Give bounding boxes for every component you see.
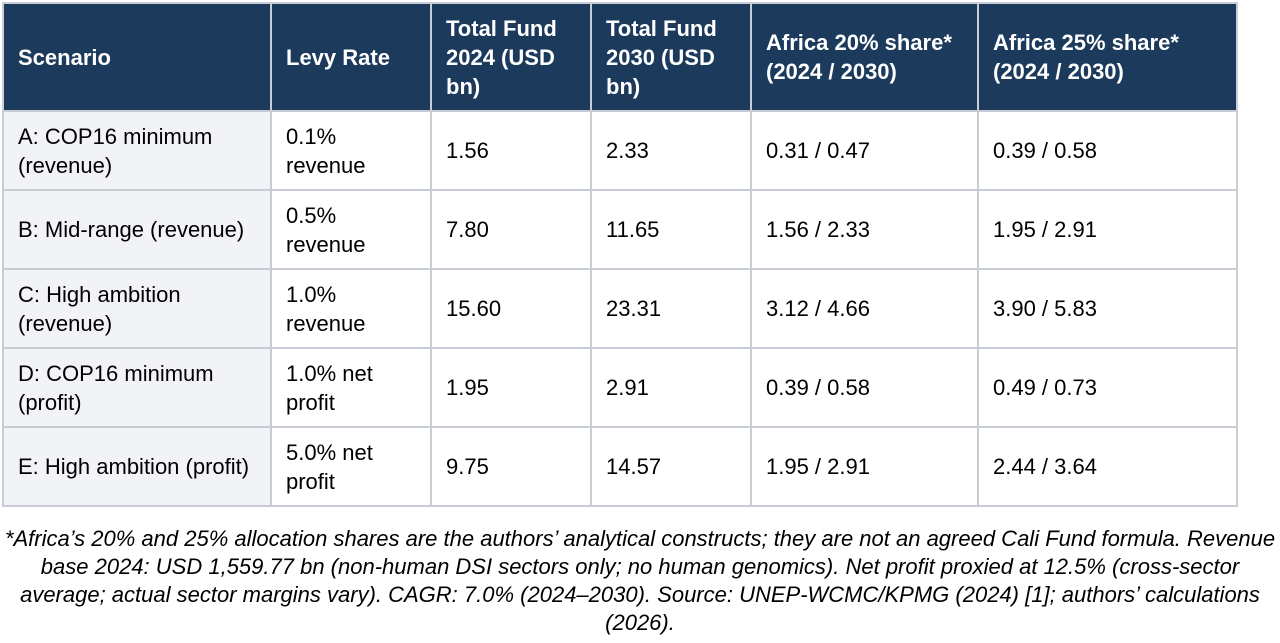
- cell-africa-20-share: 1.56 / 2.33: [750, 189, 979, 270]
- cell-scenario: E: High ambition (profit): [2, 426, 272, 507]
- cell-total-fund-2024: 1.95: [430, 347, 592, 428]
- header-levy-rate: Levy Rate: [270, 2, 432, 112]
- cell-scenario: D: COP16 minimum (profit): [2, 347, 272, 428]
- cell-total-fund-2030: 2.91: [590, 347, 752, 428]
- cell-scenario: A: COP16 minimum (revenue): [2, 110, 272, 191]
- fund-scenarios-table-wrapper: Scenario Levy Rate Total Fund 2024 (USD …: [2, 2, 1238, 507]
- cell-total-fund-2024: 7.80: [430, 189, 592, 270]
- header-africa-25-share: Africa 25% share* (2024 / 2030): [977, 2, 1238, 112]
- cell-total-fund-2030: 11.65: [590, 189, 752, 270]
- header-africa-20-share: Africa 20% share* (2024 / 2030): [750, 2, 979, 112]
- cell-total-fund-2030: 14.57: [590, 426, 752, 507]
- header-total-fund-2024: Total Fund 2024 (USD bn): [430, 2, 592, 112]
- cell-africa-25-share: 0.39 / 0.58: [977, 110, 1238, 191]
- cell-levy-rate: 5.0% net profit: [270, 426, 432, 507]
- cell-africa-25-share: 2.44 / 3.64: [977, 426, 1238, 507]
- header-total-fund-2030: Total Fund 2030 (USD bn): [590, 2, 752, 112]
- table-row: D: COP16 minimum (profit) 1.0% net profi…: [2, 347, 1238, 428]
- cell-africa-20-share: 0.39 / 0.58: [750, 347, 979, 428]
- cell-africa-20-share: 0.31 / 0.47: [750, 110, 979, 191]
- cell-total-fund-2024: 15.60: [430, 268, 592, 349]
- table-header-row: Scenario Levy Rate Total Fund 2024 (USD …: [2, 2, 1238, 112]
- cell-levy-rate: 0.5% revenue: [270, 189, 432, 270]
- cell-scenario: C: High ambition (revenue): [2, 268, 272, 349]
- cell-levy-rate: 1.0% net profit: [270, 347, 432, 428]
- header-scenario: Scenario: [2, 2, 272, 112]
- cell-total-fund-2024: 1.56: [430, 110, 592, 191]
- table-row: E: High ambition (profit) 5.0% net profi…: [2, 426, 1238, 507]
- table-row: B: Mid-range (revenue) 0.5% revenue 7.80…: [2, 189, 1238, 270]
- cell-total-fund-2024: 9.75: [430, 426, 592, 507]
- cell-scenario: B: Mid-range (revenue): [2, 189, 272, 270]
- cell-africa-25-share: 3.90 / 5.83: [977, 268, 1238, 349]
- cell-africa-20-share: 3.12 / 4.66: [750, 268, 979, 349]
- table-row: A: COP16 minimum (revenue) 0.1% revenue …: [2, 110, 1238, 191]
- cell-total-fund-2030: 2.33: [590, 110, 752, 191]
- fund-scenarios-table: Scenario Levy Rate Total Fund 2024 (USD …: [2, 2, 1238, 507]
- cell-levy-rate: 1.0% revenue: [270, 268, 432, 349]
- cell-africa-25-share: 0.49 / 0.73: [977, 347, 1238, 428]
- cell-levy-rate: 0.1% revenue: [270, 110, 432, 191]
- table-footnote: *Africa’s 20% and 25% allocation shares …: [4, 526, 1276, 635]
- cell-africa-25-share: 1.95 / 2.91: [977, 189, 1238, 270]
- cell-africa-20-share: 1.95 / 2.91: [750, 426, 979, 507]
- cell-total-fund-2030: 23.31: [590, 268, 752, 349]
- table-row: C: High ambition (revenue) 1.0% revenue …: [2, 268, 1238, 349]
